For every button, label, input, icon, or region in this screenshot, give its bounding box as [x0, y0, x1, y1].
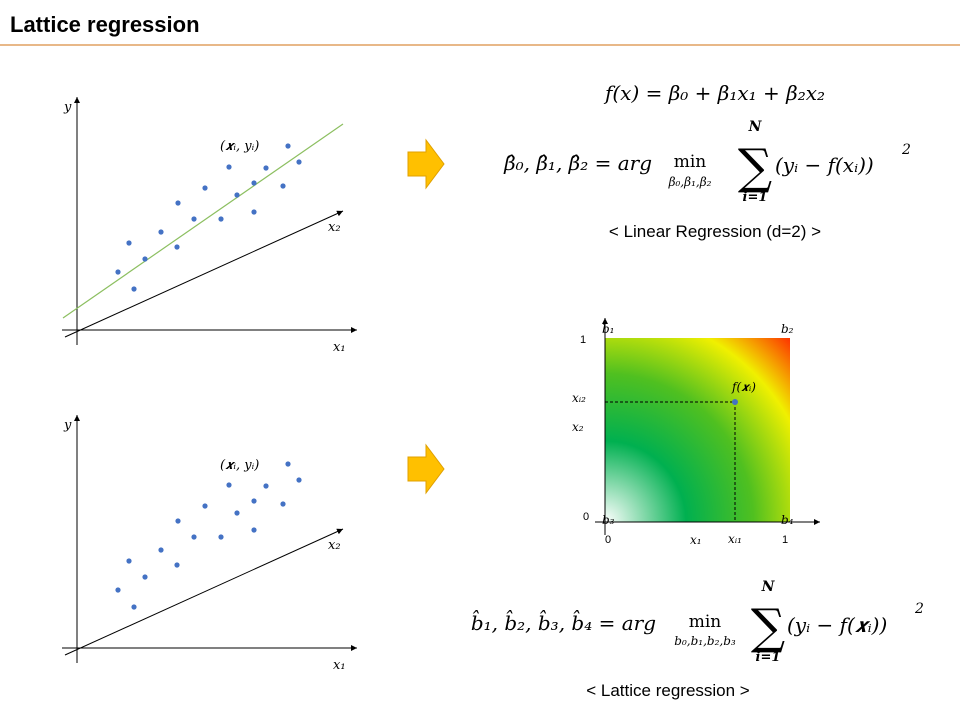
- model: f(x) = β₀ + β₁x₁ + β₂x₂: [603, 81, 825, 105]
- power: 2: [901, 142, 911, 158]
- corner: b₃: [602, 513, 615, 527]
- sample-point: [115, 587, 121, 593]
- sum-top: N: [761, 579, 776, 595]
- sum: ∑: [738, 139, 772, 195]
- sum-bottom: i=1: [756, 650, 781, 665]
- xi1-label: xᵢ₁: [728, 532, 742, 546]
- corner: b₁: [602, 322, 615, 336]
- lhs: β̂₀, β̂₁, β̂₂ = arg: [503, 151, 652, 175]
- sample-point: [280, 183, 286, 189]
- lattice-formula: b̂₁, b̂₂, b̂₃, b̂₄ = arg min b₀,b₁,b₂,b₃…: [471, 579, 924, 700]
- lattice: b₁ b₂ b₃ b₄ 0 1 0 1 x₁ x₂ xᵢ₁ xᵢ₂ f(𝒙ᵢ): [572, 318, 820, 547]
- sample-point: [226, 482, 232, 488]
- corner: b₄: [781, 513, 794, 527]
- sum-top: N: [748, 119, 763, 135]
- point-label: (𝒙ᵢ, yᵢ): [220, 139, 259, 154]
- sample-point: [732, 399, 738, 405]
- point-label: (𝒙ᵢ, yᵢ): [220, 458, 259, 473]
- sample-point: [296, 159, 302, 165]
- sample-point: [126, 558, 132, 564]
- sample-point: [174, 562, 180, 568]
- x2-axis: [64, 210, 344, 338]
- point-label: f(𝒙ᵢ): [731, 380, 756, 394]
- y-label: y: [63, 418, 72, 433]
- x2-axis: [64, 528, 344, 656]
- linear-formula: f(x) = β₀ + β₁x₁ + β₂x₂ β̂₀, β̂₁, β̂₂ = …: [503, 81, 911, 241]
- sample-point: [115, 269, 121, 275]
- y-tick: 0: [583, 511, 589, 523]
- sample-point: [251, 180, 257, 186]
- sample-point: [174, 244, 180, 250]
- sample-point: [131, 286, 137, 292]
- sample-point: [263, 483, 269, 489]
- sample-point: [175, 518, 181, 524]
- plot-2: y x₁ x₂ (𝒙ᵢ, yᵢ): [62, 415, 357, 673]
- sample-point: [218, 534, 224, 540]
- sample-point: [142, 574, 148, 580]
- x2-label: x₂: [328, 538, 341, 553]
- title: Lattice regression: [10, 12, 200, 37]
- y-tick: 1: [580, 334, 586, 346]
- sum: ∑: [751, 599, 785, 655]
- sample-point: [158, 229, 164, 235]
- lhs: b̂₁, b̂₂, b̂₃, b̂₄ = arg: [471, 609, 656, 635]
- min-under: β₀,β₁,β₂: [668, 175, 712, 189]
- sample-point: [191, 534, 197, 540]
- min: min: [674, 152, 707, 172]
- sample-point: [202, 503, 208, 509]
- caption: < Linear Regression (d=2) >: [609, 222, 821, 241]
- sample-point: [251, 527, 257, 533]
- arrow: [407, 443, 445, 495]
- min: min: [689, 612, 722, 632]
- sum-bottom: i=1: [743, 190, 768, 205]
- power: 2: [914, 601, 924, 617]
- sample-point: [263, 165, 269, 171]
- min-under: b₀,b₁,b₂,b₃: [674, 634, 736, 648]
- sample-point: [280, 501, 286, 507]
- y-label: y: [63, 100, 72, 115]
- arrow: [407, 138, 445, 190]
- sample-point: [285, 143, 291, 149]
- x2-label: x₂: [328, 220, 341, 235]
- x-tick: 1: [782, 534, 788, 546]
- plot-1: y x₁ x₂ (𝒙ᵢ, yᵢ): [62, 97, 357, 355]
- sample-point: [175, 200, 181, 206]
- sample-point: [234, 510, 240, 516]
- sample-point: [191, 216, 197, 222]
- sample-point: [218, 216, 224, 222]
- x1-label: x₁: [690, 533, 702, 547]
- summand: (yᵢ − f(𝒙ᵢ)): [787, 613, 887, 637]
- sample-point: [202, 185, 208, 191]
- sample-point: [126, 240, 132, 246]
- caption: < Lattice regression >: [586, 681, 750, 700]
- x2-label: x₂: [572, 420, 584, 434]
- x1-label: x₁: [333, 658, 346, 673]
- sample-point: [285, 461, 291, 467]
- sample-point: [158, 547, 164, 553]
- xi2-label: xᵢ₂: [572, 391, 586, 405]
- sample-point: [251, 209, 257, 215]
- sample-point: [296, 477, 302, 483]
- sample-point: [131, 604, 137, 610]
- x-tick: 0: [605, 534, 611, 546]
- sample-point: [226, 164, 232, 170]
- corner: b₂: [781, 322, 794, 336]
- sample-point: [251, 498, 257, 504]
- summand: (yᵢ − f(xᵢ)): [775, 153, 874, 177]
- sample-point: [234, 192, 240, 198]
- x1-label: x₁: [333, 340, 346, 355]
- fit-line: [62, 123, 344, 319]
- sample-point: [142, 256, 148, 262]
- lattice-cell: [605, 338, 790, 522]
